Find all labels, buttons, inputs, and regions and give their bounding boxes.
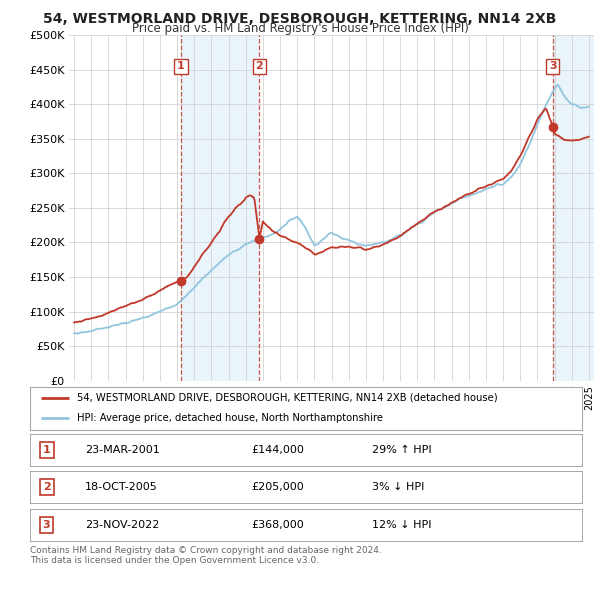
Bar [553, 35, 594, 381]
Text: 2: 2 [43, 482, 50, 492]
Text: Contains HM Land Registry data © Crown copyright and database right 2024.
This d: Contains HM Land Registry data © Crown c… [30, 546, 382, 565]
Text: 1: 1 [43, 445, 50, 455]
Text: HPI: Average price, detached house, North Northamptonshire: HPI: Average price, detached house, Nort… [77, 412, 383, 422]
Text: £368,000: £368,000 [251, 520, 304, 530]
Text: 23-MAR-2001: 23-MAR-2001 [85, 445, 160, 455]
Text: 3: 3 [549, 61, 557, 71]
Text: 2: 2 [256, 61, 263, 71]
Text: £144,000: £144,000 [251, 445, 304, 455]
Text: 29% ↑ HPI: 29% ↑ HPI [372, 445, 432, 455]
Text: Price paid vs. HM Land Registry's House Price Index (HPI): Price paid vs. HM Land Registry's House … [131, 22, 469, 35]
Text: 18-OCT-2005: 18-OCT-2005 [85, 482, 158, 492]
Bar [181, 35, 259, 381]
Text: 12% ↓ HPI: 12% ↓ HPI [372, 520, 432, 530]
Text: 1: 1 [177, 61, 185, 71]
Text: £205,000: £205,000 [251, 482, 304, 492]
Text: 54, WESTMORLAND DRIVE, DESBOROUGH, KETTERING, NN14 2XB (detached house): 54, WESTMORLAND DRIVE, DESBOROUGH, KETTE… [77, 393, 497, 402]
Text: 54, WESTMORLAND DRIVE, DESBOROUGH, KETTERING, NN14 2XB: 54, WESTMORLAND DRIVE, DESBOROUGH, KETTE… [43, 12, 557, 26]
Text: 3: 3 [43, 520, 50, 530]
Text: 3% ↓ HPI: 3% ↓ HPI [372, 482, 425, 492]
Text: 23-NOV-2022: 23-NOV-2022 [85, 520, 160, 530]
